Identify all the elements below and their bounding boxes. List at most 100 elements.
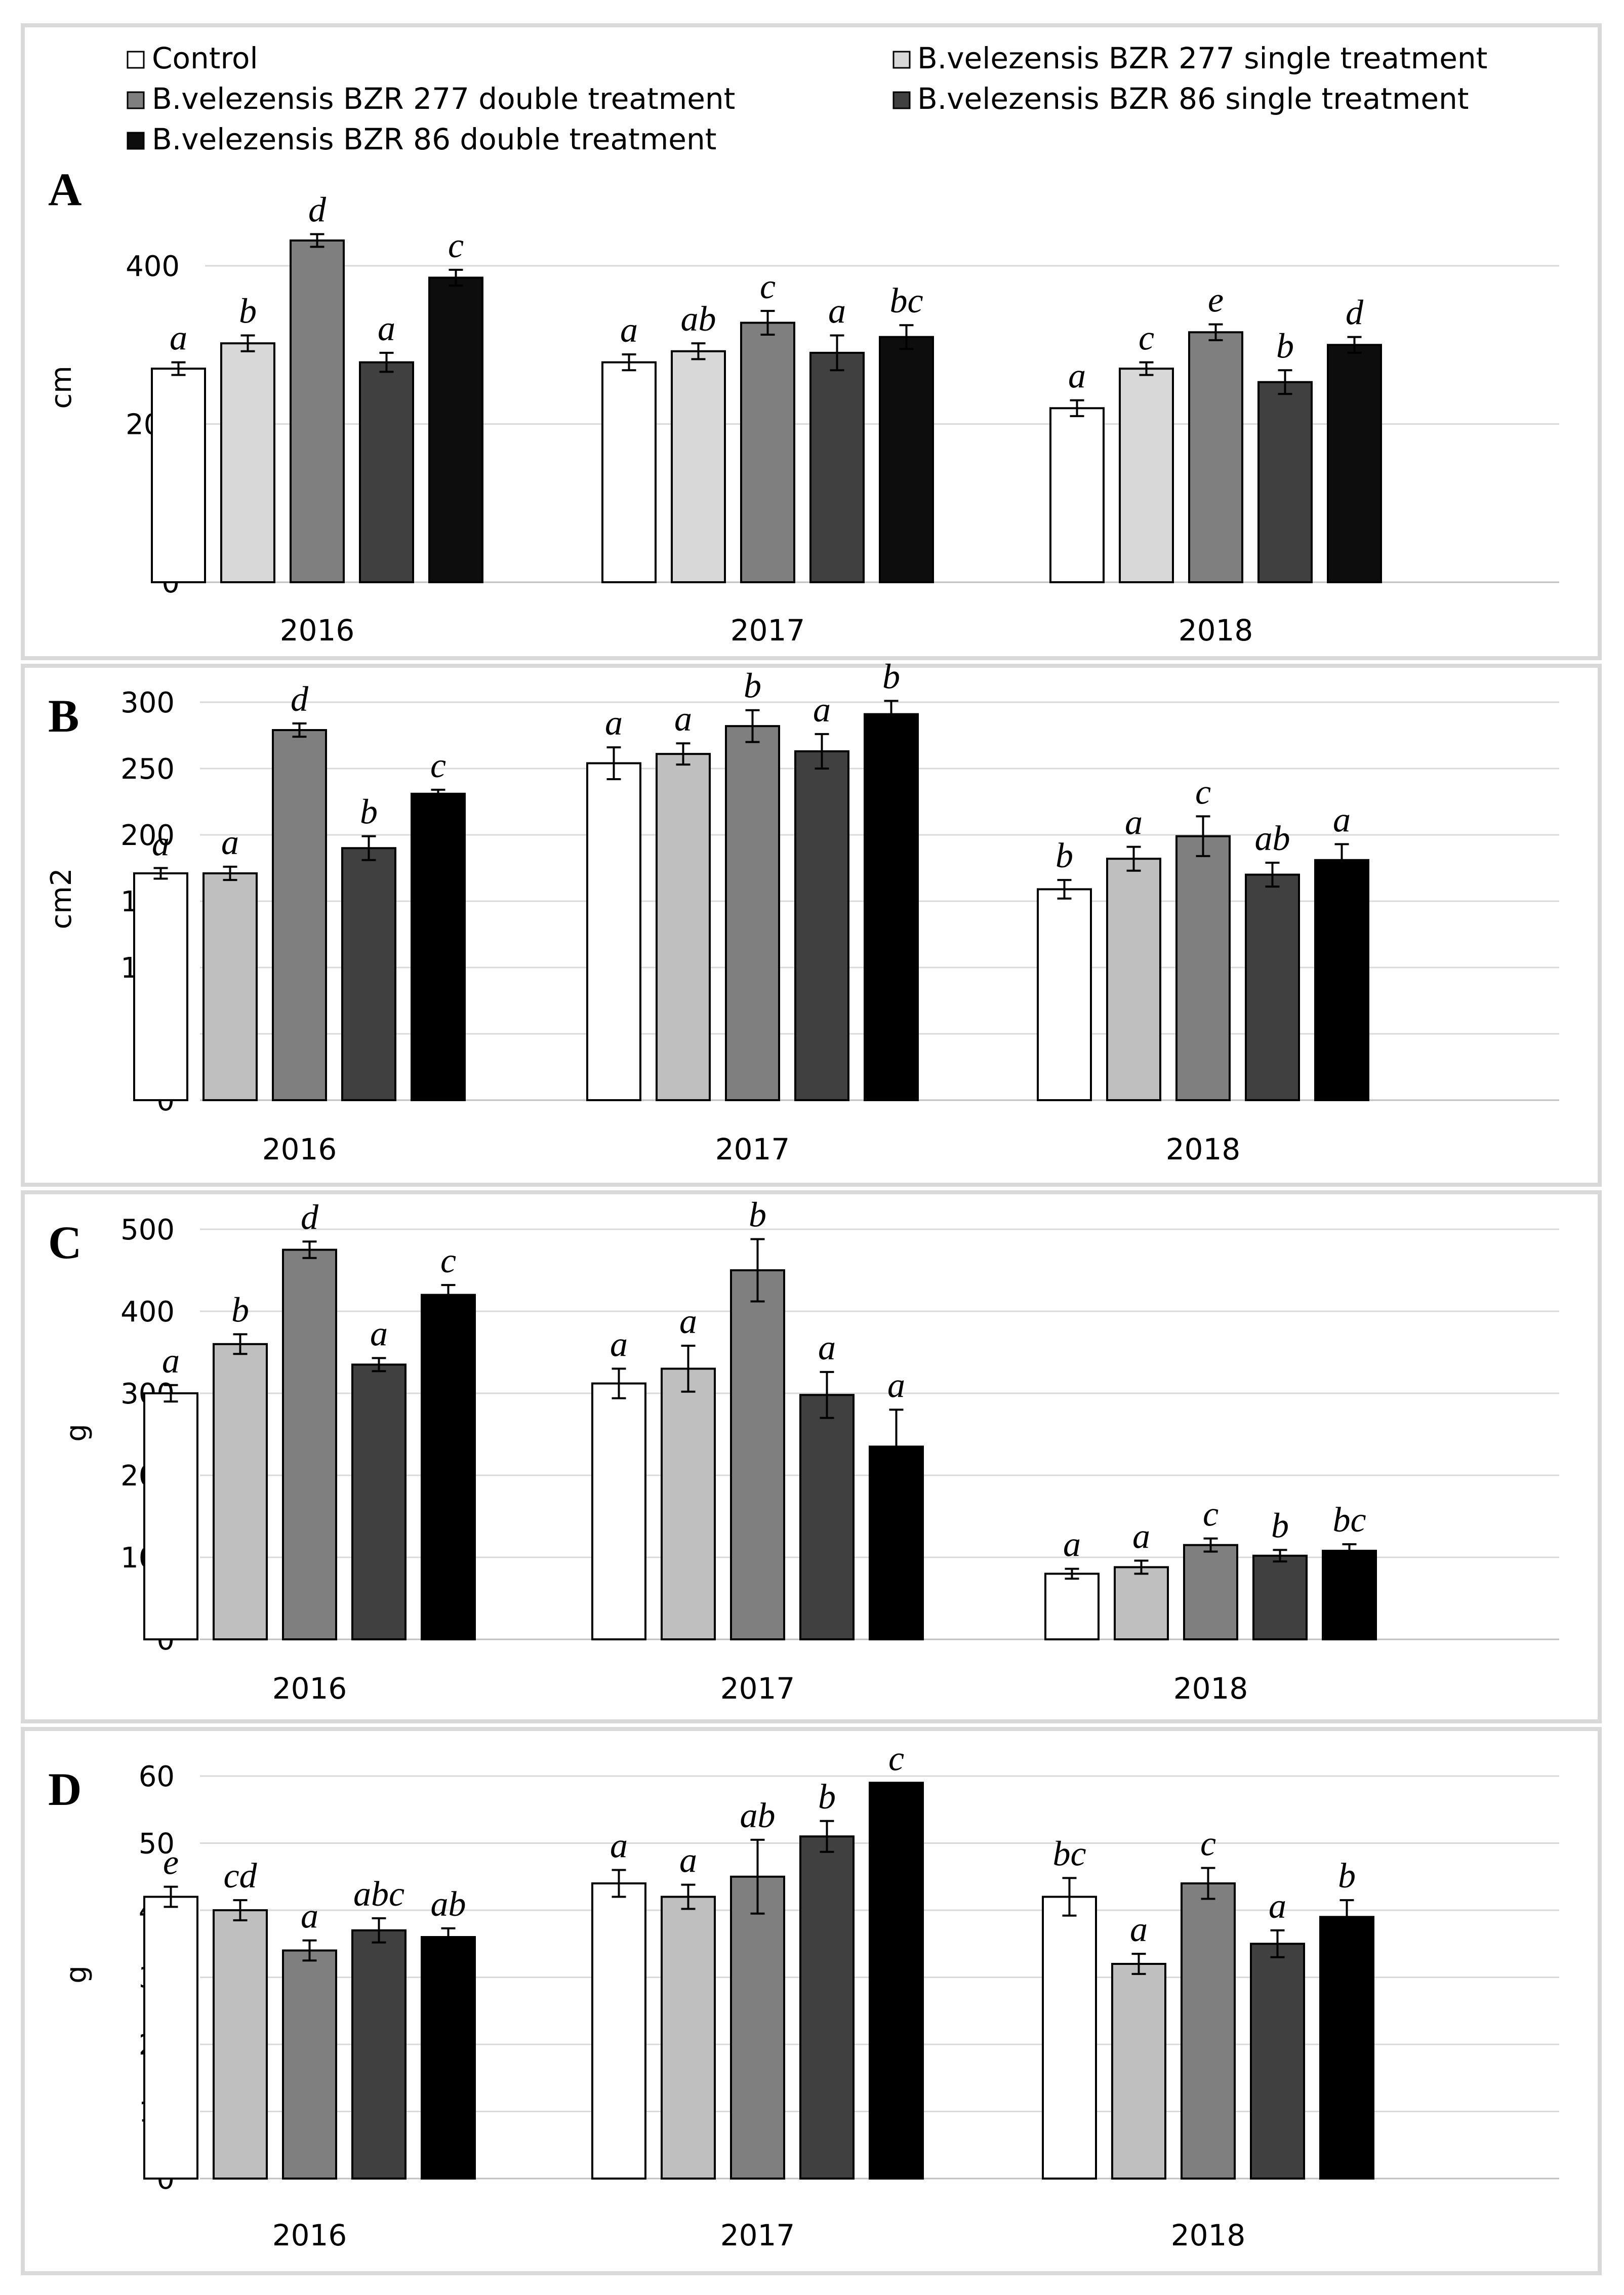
bar-a-2018-bzr277-double xyxy=(1188,331,1243,583)
legend-entry-bzr86-single: B.velezensis BZR 86 single treatment xyxy=(892,82,1469,116)
sig-letter-d-2018-bzr277-single: a xyxy=(1130,1910,1148,1949)
sig-letter-a-2018-bzr86-double: d xyxy=(1346,294,1364,333)
bar-a-2016-bzr86-single xyxy=(359,361,414,583)
xtick-label-c-2018: 2018 xyxy=(1173,1671,1248,1706)
sig-letter-c-2017-control: a xyxy=(610,1325,628,1364)
legend-label-bzr86-single: B.velezensis BZR 86 single treatment xyxy=(917,82,1469,116)
bar-c-2016-bzr277-double xyxy=(282,1249,337,1640)
sig-letter-c-2018-bzr86-double: bc xyxy=(1332,1501,1366,1540)
bar-c-2017-control xyxy=(591,1382,646,1641)
bar-d-2018-bzr86-single xyxy=(1250,1943,1305,2180)
ytick-label-d-50: 50 xyxy=(139,1828,175,1861)
sig-letter-b-2018-bzr277-double: c xyxy=(1195,773,1211,812)
sig-letter-c-2017-bzr277-single: a xyxy=(679,1302,697,1341)
xtick-label-a-2016: 2016 xyxy=(280,613,355,648)
bar-c-2018-bzr277-double xyxy=(1183,1544,1238,1640)
panel-letter-c: C xyxy=(48,1217,82,1268)
bar-c-2017-bzr277-single xyxy=(661,1367,716,1640)
legend-entry-bzr86-double: B.velezensis BZR 86 double treatment xyxy=(127,122,716,156)
sig-letter-b-2018-bzr86-single: ab xyxy=(1255,819,1290,858)
sig-letter-d-2017-bzr86-single: b xyxy=(818,1778,836,1817)
ytick-label-c-500: 500 xyxy=(120,1214,175,1246)
bar-b-2017-bzr277-double xyxy=(725,725,780,1102)
sig-letter-b-2017-bzr86-single: a xyxy=(813,691,831,730)
xtick-label-b-2016: 2016 xyxy=(262,1132,337,1166)
ytick-label-b-200: 200 xyxy=(120,819,175,852)
sig-letter-a-2017-bzr86-single: a xyxy=(828,292,846,331)
legend-label-bzr86-double: B.velezensis BZR 86 double treatment xyxy=(152,122,716,156)
sig-letter-b-2018-bzr86-double: a xyxy=(1333,800,1351,839)
bar-c-2016-control xyxy=(143,1392,198,1640)
legend-swatch-bzr86-single xyxy=(892,91,911,109)
sig-letter-d-2016-bzr277-single: cd xyxy=(223,1857,257,1896)
bar-b-2017-bzr86-single xyxy=(794,750,849,1101)
sig-letter-d-2016-bzr86-single: abc xyxy=(353,1875,404,1914)
ytick-label-c-400: 400 xyxy=(120,1296,175,1328)
bar-b-2017-control xyxy=(586,762,641,1101)
bar-b-2017-bzr86-double xyxy=(864,713,919,1101)
sig-letter-c-2018-bzr277-double: c xyxy=(1203,1495,1219,1534)
bar-d-2017-bzr277-double xyxy=(730,1875,785,2180)
legend: Control B.velezensis BZR 277 single trea… xyxy=(127,41,1487,156)
bar-a-2018-bzr277-single xyxy=(1119,368,1174,583)
sig-letter-d-2018-bzr86-single: a xyxy=(1269,1887,1286,1926)
sig-letter-d-2016-bzr86-double: ab xyxy=(431,1885,466,1924)
bar-a-2017-bzr86-double xyxy=(879,336,934,583)
sig-letter-c-2018-control: a xyxy=(1063,1525,1081,1564)
sig-letter-c-2016-bzr277-single: b xyxy=(231,1291,249,1330)
sig-letter-a-2017-bzr277-double: c xyxy=(760,267,776,306)
ytick-label-a-400: 400 xyxy=(126,250,180,283)
panel-c-frame xyxy=(21,1190,1602,1723)
xtick-label-d-2017: 2017 xyxy=(720,2218,795,2252)
legend-swatch-bzr86-double xyxy=(127,132,145,150)
bar-d-2016-bzr277-single xyxy=(213,1909,268,2180)
xtick-label-b-2017: 2017 xyxy=(715,1132,790,1166)
panel-c: C0100200300400500gabdac2016aabaa2017aacb… xyxy=(48,1195,1559,1706)
sig-letter-a-2018-bzr277-single: c xyxy=(1139,319,1154,358)
legend-entry-bzr277-double: B.velezensis BZR 277 double treatment xyxy=(127,82,735,116)
bar-c-2018-bzr86-single xyxy=(1252,1554,1308,1641)
bar-c-2016-bzr86-double xyxy=(421,1294,476,1641)
bar-d-2016-bzr277-double xyxy=(282,1949,337,2180)
panel-letter-d: D xyxy=(48,1763,82,1815)
bar-a-2016-bzr277-double xyxy=(290,239,345,583)
sig-letter-d-2016-control: e xyxy=(163,1843,179,1882)
bar-c-2018-control xyxy=(1044,1573,1100,1640)
panel-a: A0200400cmabdac2016aabcabc2017acebd2018 xyxy=(45,164,1559,648)
bar-a-2016-bzr86-double xyxy=(428,276,483,583)
sig-letter-b-2016-bzr86-single: b xyxy=(360,793,378,832)
bar-d-2018-bzr277-double xyxy=(1181,1882,1236,2180)
bar-a-2017-bzr86-single xyxy=(809,351,865,583)
bar-d-2017-bzr86-single xyxy=(799,1835,855,2180)
sig-letter-b-2017-control: a xyxy=(605,704,623,743)
sig-letter-b-2017-bzr277-single: a xyxy=(674,700,692,739)
bar-c-2016-bzr277-single xyxy=(213,1343,268,1641)
bar-a-2016-bzr277-single xyxy=(220,342,275,583)
bar-b-2016-bzr277-single xyxy=(202,872,258,1101)
sig-letter-b-2016-bzr86-double: c xyxy=(430,746,446,785)
bar-a-2018-bzr86-double xyxy=(1327,344,1382,583)
legend-label-bzr277-single: B.velezensis BZR 277 single treatment xyxy=(917,41,1487,75)
sig-letter-a-2018-bzr277-double: e xyxy=(1208,281,1224,320)
bar-b-2016-bzr277-double xyxy=(272,729,327,1101)
bar-c-2017-bzr86-single xyxy=(799,1394,855,1640)
xtick-label-c-2017: 2017 xyxy=(720,1671,795,1706)
sig-letter-b-2016-bzr277-single: a xyxy=(221,823,239,862)
sig-letter-d-2017-control: a xyxy=(610,1827,628,1866)
sig-letter-c-2018-bzr86-single: b xyxy=(1271,1506,1289,1545)
bar-a-2018-control xyxy=(1049,407,1105,583)
bar-d-2017-bzr277-single xyxy=(661,1896,716,2180)
bar-b-2017-bzr277-single xyxy=(656,753,711,1102)
xtick-label-b-2018: 2018 xyxy=(1166,1132,1241,1166)
panel-letter-b: B xyxy=(48,690,79,742)
bar-d-2017-bzr86-double xyxy=(869,1782,924,2180)
legend-label-bzr277-double: B.velezensis BZR 277 double treatment xyxy=(152,82,735,116)
sig-letter-a-2017-control: a xyxy=(620,311,638,350)
bar-d-2016-bzr86-single xyxy=(351,1929,407,2180)
sig-letter-a-2017-bzr86-double: bc xyxy=(889,281,923,320)
bar-a-2017-bzr277-double xyxy=(740,321,795,583)
bar-d-2018-control xyxy=(1042,1896,1097,2180)
sig-letter-c-2016-control: a xyxy=(162,1342,180,1381)
xtick-label-d-2016: 2016 xyxy=(272,2218,347,2252)
bar-b-2016-bzr86-single xyxy=(341,847,396,1101)
